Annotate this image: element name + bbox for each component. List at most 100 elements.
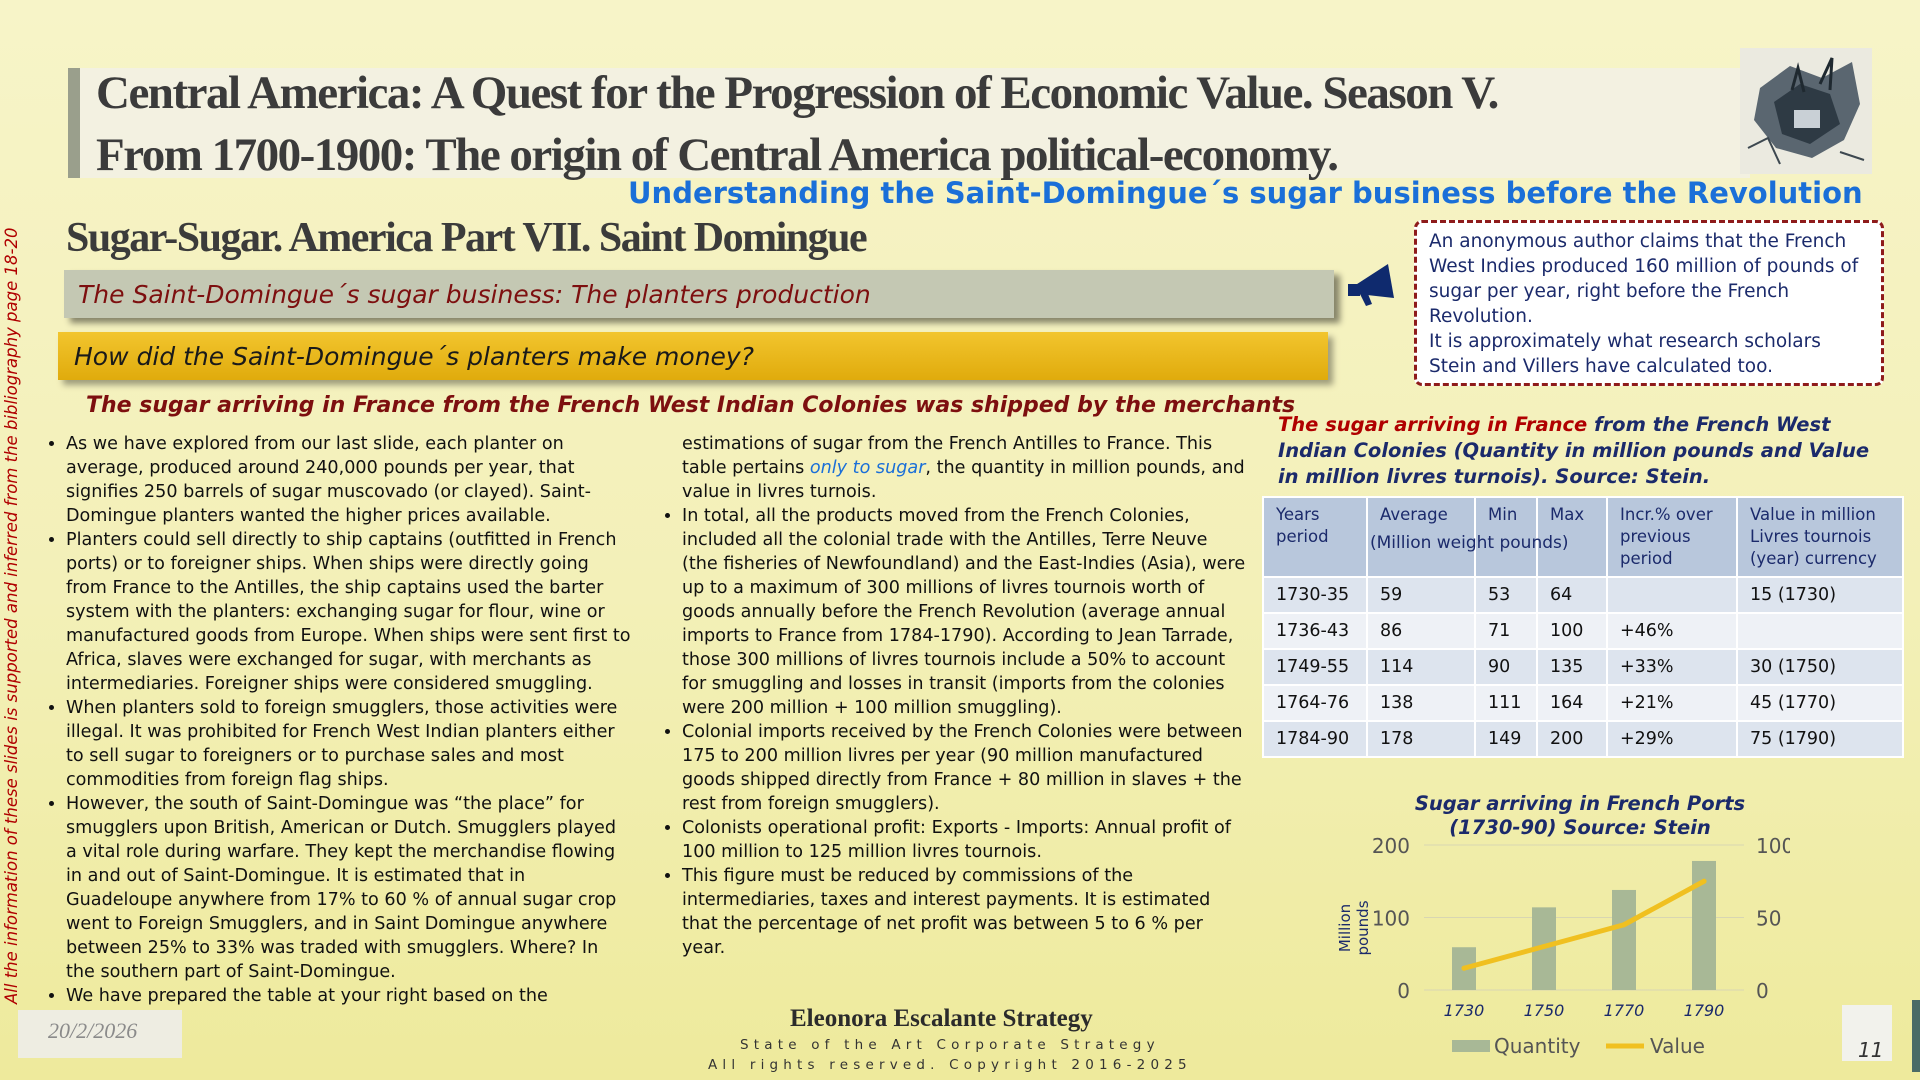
merchant-statement: The sugar arriving in France from the Fr… — [86, 393, 1296, 418]
cell-years: 1764-76 — [1262, 684, 1368, 722]
x-tick-label: 1770 — [1604, 1001, 1645, 1020]
table-row: 1730-35 59 53 64 15 (1730) — [1262, 576, 1904, 614]
cell-average: 114 — [1366, 648, 1476, 686]
footer-copyright: All rights reserved. Copyright 2016-2025 — [708, 1057, 1192, 1073]
cell-value — [1736, 612, 1904, 650]
part-title: Sugar-Sugar. America Part VII. Saint Dom… — [66, 215, 868, 261]
cell-value: 75 (1790) — [1736, 720, 1904, 758]
cell-average: 59 — [1366, 576, 1476, 614]
cell-incr: +33% — [1606, 648, 1738, 686]
title-line-2: From 1700-1900: The origin of Central Am… — [96, 129, 1339, 181]
quote-note-text: An anonymous author claims that the Fren… — [1429, 231, 1859, 377]
cell-years: 1736-43 — [1262, 612, 1368, 650]
continued-text-a: estimations of sugar from the French Ant… — [682, 434, 1213, 478]
cell-years: 1730-35 — [1262, 576, 1368, 614]
slide-subtitle: Understanding the Saint-Domingue´s sugar… — [628, 176, 1863, 210]
header-min: Min — [1474, 496, 1538, 578]
cell-max: 200 — [1536, 720, 1608, 758]
page-number: 11 — [1858, 1038, 1884, 1062]
title-line-1: Central America: A Quest for the Progres… — [96, 67, 1499, 119]
section-bar-grey-label: The Saint-Domingue´s sugar business: The… — [78, 280, 871, 309]
legend-swatch-quantity — [1452, 1040, 1490, 1052]
left-tick-label: 100 — [1372, 907, 1410, 931]
cell-average: 86 — [1366, 612, 1476, 650]
x-tick-label: 1750 — [1524, 1001, 1565, 1020]
section-bar-grey: The Saint-Domingue´s sugar business: The… — [64, 270, 1334, 318]
vertical-source-note: All the information of these slides is s… — [2, 227, 21, 1004]
bullet-item: As we have explored from our last slide,… — [66, 432, 632, 528]
page-number-box — [1842, 1005, 1892, 1061]
cell-min: 111 — [1474, 684, 1538, 722]
bullet-item: When planters sold to foreign smugglers,… — [66, 696, 632, 792]
cell-incr: +21% — [1606, 684, 1738, 722]
right-tick-label: 50 — [1756, 907, 1781, 931]
bullet-item: However, the south of Saint-Domingue was… — [66, 792, 632, 984]
right-tick-label: 100 — [1756, 834, 1790, 858]
point-value-1770 — [1621, 922, 1627, 928]
cell-years: 1784-90 — [1262, 720, 1368, 758]
continued-text-b: , the quantity in million pounds, and va… — [682, 458, 1245, 502]
header-value: Value in million Livres tournois (year) … — [1736, 496, 1904, 578]
x-tick-label: 1730 — [1444, 1001, 1485, 1020]
quote-note-box: An anonymous author claims that the Fren… — [1414, 220, 1884, 386]
bullet-item: Colonists operational profit: Exports - … — [682, 816, 1246, 864]
table-row: 1784-90 178 149 200 +29% 75 (1790) — [1262, 720, 1904, 758]
header-years: Years period — [1262, 496, 1368, 578]
bullet-list-right: In total, all the products moved from th… — [654, 504, 1246, 960]
left-axis-label: Million — [1336, 904, 1354, 952]
bullet-item: This figure must be reduced by commissio… — [682, 864, 1246, 960]
cell-max: 100 — [1536, 612, 1608, 650]
cell-max: 64 — [1536, 576, 1608, 614]
footer-company-name: Eleonora Escalante Strategy — [790, 1005, 1093, 1032]
point-value-1730 — [1461, 965, 1467, 971]
cell-average: 178 — [1366, 720, 1476, 758]
date-label: 20/2/2026 — [48, 1018, 138, 1043]
bullet-item: In total, all the products moved from th… — [682, 504, 1246, 720]
historic-illustration-image — [1740, 48, 1872, 174]
bullet-item: We have prepared the table at your right… — [66, 984, 632, 1008]
cell-max: 164 — [1536, 684, 1608, 722]
table-body: 1730-35 59 53 64 15 (1730) 1736-43 86 71 100 +46%… — [1262, 576, 1904, 758]
cell-years: 1749-55 — [1262, 648, 1368, 686]
section-bar-gold: How did the Saint-Domingue´s planters ma… — [58, 332, 1328, 380]
legend-label-quantity: Quantity — [1494, 1034, 1581, 1058]
cell-value: 15 (1730) — [1736, 576, 1904, 614]
header-unit-overlay: (Million weight pounds) — [1370, 533, 1569, 553]
cell-min: 71 — [1474, 612, 1538, 650]
cell-value: 45 (1770) — [1736, 684, 1904, 722]
bullet-list-left: As we have explored from our last slide,… — [38, 432, 632, 1008]
table-caption: The sugar arriving in France from the Fr… — [1278, 412, 1878, 490]
cell-average: 138 — [1366, 684, 1476, 722]
highlight-text: only to sugar — [809, 458, 926, 478]
legend-label-value: Value — [1650, 1034, 1705, 1058]
megaphone-icon — [1348, 264, 1394, 306]
cell-min: 53 — [1474, 576, 1538, 614]
table-row: 1736-43 86 71 100 +46% — [1262, 612, 1904, 650]
bullet-item: Planters could sell directly to ship cap… — [66, 528, 632, 696]
table-header-row: Years period Average (Million weight pou… — [1262, 496, 1904, 578]
cell-min: 90 — [1474, 648, 1538, 686]
table-row: 1764-76 138 111 164 +21% 45 (1770) — [1262, 684, 1904, 722]
section-bar-gold-label: How did the Saint-Domingue´s planters ma… — [74, 342, 754, 371]
left-tick-label: 200 — [1372, 834, 1410, 858]
header-max: Max — [1536, 496, 1608, 578]
sugar-chart: 0 100 200 0 50 100 Million pounds Million Livres… — [1336, 834, 1790, 1058]
edge-accent — [1912, 1000, 1920, 1072]
date-box — [18, 1010, 182, 1058]
right-axis-label: Million Livres — [1788, 879, 1790, 977]
header-incr: Incr.% over previous period — [1606, 496, 1738, 578]
table-caption-highlight: The sugar arriving in France — [1278, 413, 1588, 436]
x-tick-label: 1790 — [1684, 1001, 1725, 1020]
header-average-label: Average — [1380, 505, 1448, 524]
cell-value: 30 (1750) — [1736, 648, 1904, 686]
bullet-item: Colonial imports received by the French … — [682, 720, 1246, 816]
point-value-1790 — [1701, 878, 1707, 884]
bar-quantity-1770 — [1612, 889, 1636, 990]
right-tick-label: 0 — [1756, 979, 1769, 1003]
table-caption-rest: from the French West Indian Colonies (Qu… — [1278, 413, 1870, 488]
left-axis-label-2: pounds — [1354, 900, 1372, 955]
continued-paragraph: estimations of sugar from the French Ant… — [654, 432, 1246, 504]
cell-max: 135 — [1536, 648, 1608, 686]
point-value-1750 — [1541, 944, 1547, 949]
chart-title: Sugar arriving in French Ports (1730-90)… — [1414, 792, 1746, 839]
